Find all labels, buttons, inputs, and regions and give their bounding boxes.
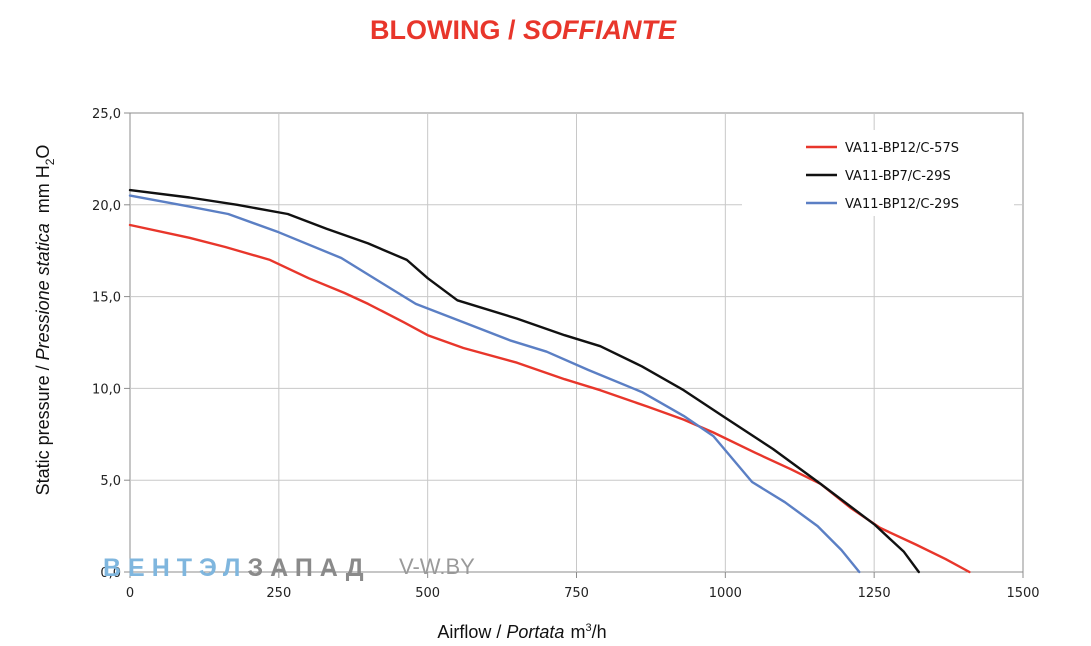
series-line-3 (128, 194, 861, 574)
x-tick-label: 500 (415, 586, 440, 601)
x-axis-label-unit: m (570, 622, 585, 642)
y-axis-ticks: 0,0 5,0 10,0 15,0 20,0 25,0 (92, 107, 130, 581)
x-tick-label: 1500 (1006, 586, 1039, 601)
y-tick-label: 10,0 (92, 382, 121, 397)
x-tick-label: 0 (126, 586, 134, 601)
watermark-part2: ЗАПАД (247, 554, 370, 582)
y-tick-label: 0,0 (100, 566, 121, 581)
y-axis-label: Static pressure / Pressione statica mm H2… (33, 145, 57, 496)
legend-label-2: VA11-BP7/C-29S (845, 169, 951, 184)
series-line-2 (128, 188, 920, 574)
x-axis-label-unit-sup: 3 (585, 622, 591, 634)
y-axis-label-unit-post: O (33, 145, 53, 159)
y-axis-label-main: Static pressure / (33, 360, 53, 495)
watermark-part1: ВЕНТЭЛ (103, 554, 247, 582)
x-tick-label: 1000 (709, 586, 742, 601)
x-axis-ticks: 0 250 500 750 1000 1250 1500 (126, 572, 1040, 601)
y-tick-label: 25,0 (92, 107, 121, 122)
watermark-site: V-W.BY (399, 554, 475, 579)
y-axis-label-unit: mm H (33, 165, 53, 213)
x-axis-label-unit-post: /h (592, 622, 607, 642)
y-tick-label: 15,0 (92, 291, 121, 306)
x-axis-label: Airflow / Portata m3/h (437, 622, 606, 642)
legend: VA11-BP12/C-57S VA11-BP7/C-29S VA11-BP12/C… (806, 141, 959, 212)
y-axis-label-italic: Pressione statica (33, 223, 53, 360)
x-axis-label-italic: Portata (506, 622, 564, 642)
legend-mask (742, 130, 1014, 216)
watermark: ВЕНТЭЛЗАПАД (103, 554, 371, 582)
y-axis-label-unit-sub: 2 (43, 158, 57, 165)
chart-title: BLOWING / SOFFIANTE (370, 15, 677, 45)
chart-title-italic: SOFFIANTE (523, 15, 677, 45)
x-tick-label: 750 (564, 586, 589, 601)
legend-label-1: VA11-BP12/C-57S (845, 141, 959, 156)
y-tick-label: 20,0 (92, 199, 121, 214)
legend-label-3: VA11-BP12/C-29S (845, 197, 959, 212)
x-axis-label-main: Airflow / (437, 622, 506, 642)
x-tick-label: 250 (266, 586, 291, 601)
y-tick-label: 5,0 (100, 474, 121, 489)
series-group (128, 188, 971, 574)
x-tick-label: 1250 (858, 586, 891, 601)
chart-title-main: BLOWING / (370, 15, 523, 45)
